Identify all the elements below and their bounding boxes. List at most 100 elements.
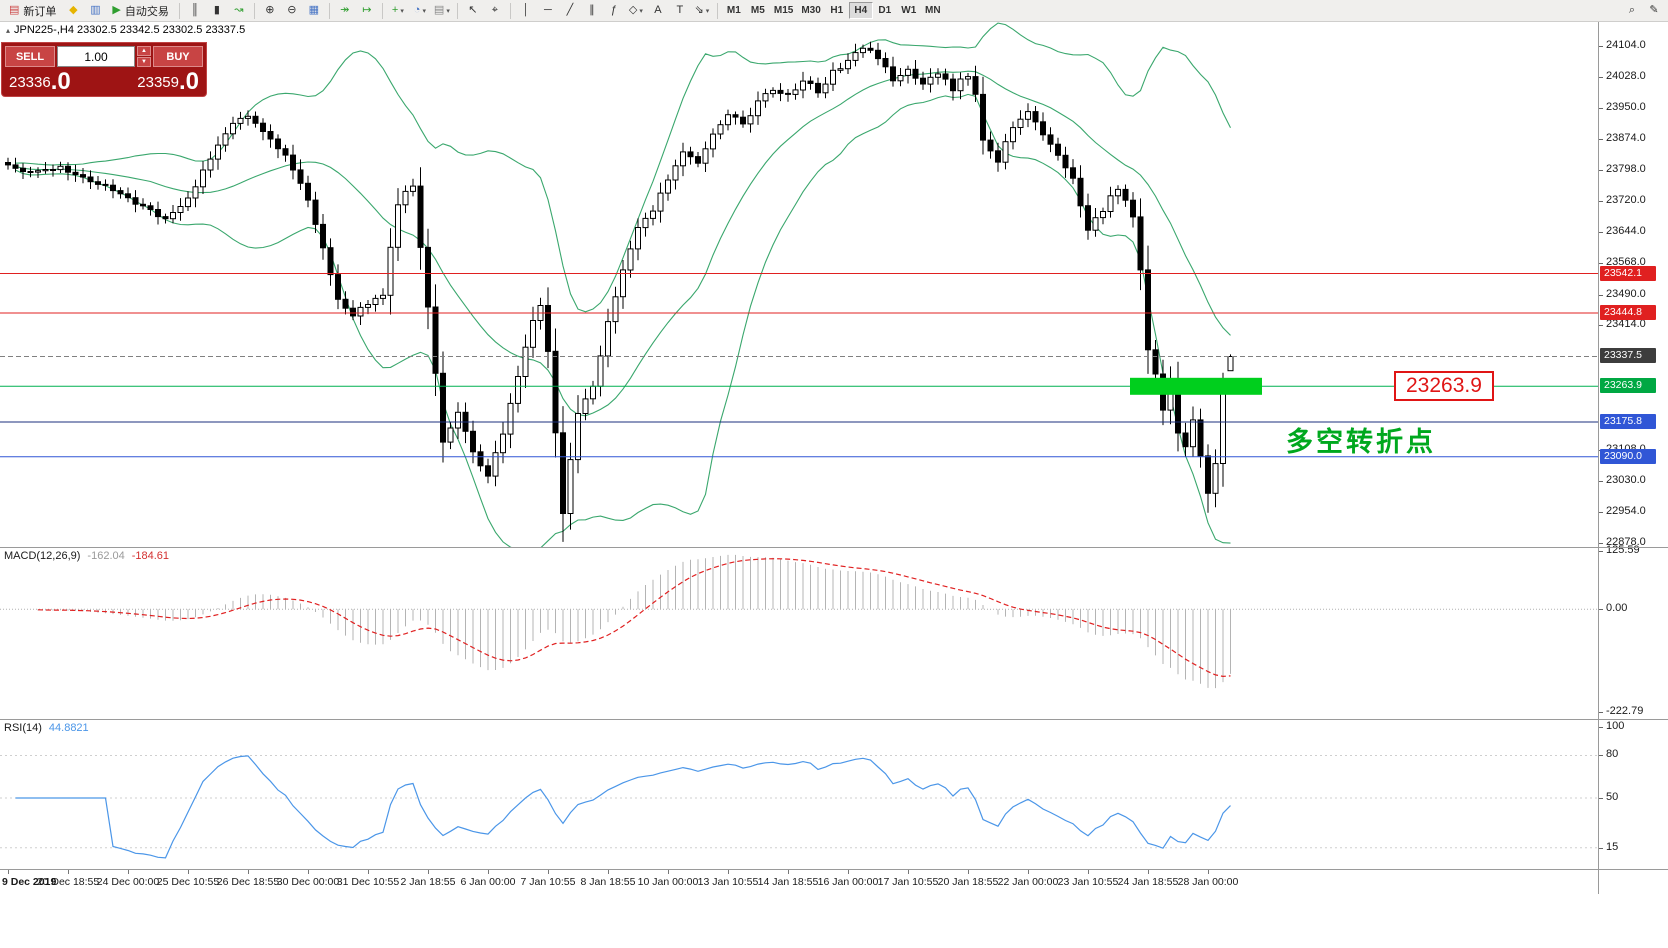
axis-tick-mark [1599, 170, 1603, 171]
arrows-dropdown-caret[interactable]: ▾ [705, 7, 710, 15]
chart-shift-button[interactable]: ↦ [356, 1, 378, 21]
time-axis-label: 8 Jan 18:55 [580, 876, 636, 888]
volume-spinner: ▲ ▼ [137, 46, 151, 67]
price-axis-value-box: 23337.5 [1600, 348, 1656, 363]
price-axis-tick-label: 23414.0 [1606, 318, 1646, 330]
volume-up-button[interactable]: ▲ [137, 46, 151, 56]
panel-separator[interactable] [0, 719, 1668, 720]
timeframe-m1-button[interactable]: M1 [726, 5, 741, 16]
price-level-tag[interactable]: 23263.9 [1394, 371, 1494, 401]
timeframe-m30-button[interactable]: M30 [801, 5, 821, 16]
search-icon: ⌕ [1628, 4, 1636, 16]
price-axis-tick-label: 23950.0 [1606, 101, 1646, 113]
auto-scroll-button[interactable]: ↠ [334, 1, 356, 21]
shapes-button[interactable]: ◇ ▾ [625, 1, 647, 21]
timeframe-d1-button[interactable]: D1 [878, 5, 892, 16]
time-tick-mark [428, 870, 429, 874]
bar-chart-button[interactable]: ║ [184, 1, 206, 21]
time-tick-mark [848, 870, 849, 874]
time-axis-label: 14 Jan 18:55 [757, 876, 819, 888]
toolbar-separator [253, 2, 255, 19]
line-chart-button[interactable]: ↝ [228, 1, 250, 21]
macd-panel[interactable]: MACD(12,26,9) -162.04 -184.61 [0, 548, 1598, 718]
timeframe-h4-button[interactable]: H4 [848, 2, 873, 19]
shapes-dropdown-caret[interactable]: ▾ [639, 7, 643, 15]
equidistant-channel-icon: ∥ [589, 4, 595, 16]
price-axis-value-box: 23090.0 [1600, 449, 1656, 464]
indicators-dropdown-caret[interactable]: ▾ [400, 7, 404, 15]
main-chart-panel[interactable]: ▴ JPN225-,H4 23302.5 23342.5 23302.5 233… [0, 21, 1598, 547]
vertical-line-button[interactable]: │ [515, 1, 537, 21]
timeframe-h1-button[interactable]: H1 [830, 5, 844, 16]
templates-dropdown-caret[interactable]: ▾ [446, 7, 450, 15]
horizontal-line-button[interactable]: ─ [537, 1, 559, 21]
text-icon: A [654, 4, 662, 16]
time-axis-label: 9 Dec 2019 [2, 876, 57, 888]
equidistant-channel-button[interactable]: ∥ [581, 1, 603, 21]
price-axis-tick-label: 100 [1606, 720, 1625, 732]
indicators-button[interactable]: + ▾ [387, 1, 409, 21]
timeframe-mn-button[interactable]: MN [925, 5, 941, 16]
axis-tick-mark [1599, 325, 1603, 326]
axis-tick-mark [1599, 512, 1603, 513]
toolbar: ▤ 新订单 ◆ ▥ ▶ 自动交易 ║ ▮ ↝ ⊕ ⊖ ▦ ↠ ↦ + ▾ ◔ ▾ ▤ ▾ ↖ ⌖ │ ─ ╱ ∥ ƒ ◇ ▾ A T ⇘ ▾ M1… [0, 0, 1668, 22]
candlestick-chart-button[interactable]: ▮ [206, 1, 228, 21]
axis-tick-mark [1599, 551, 1603, 552]
volume-down-button[interactable]: ▼ [137, 57, 151, 67]
metaeditor-button[interactable]: ◆ [62, 1, 84, 21]
quick-edit-button[interactable]: ✎ [1643, 1, 1665, 21]
symbol-ohlc-text: JPN225-,H4 23302.5 23342.5 23302.5 23337… [14, 24, 246, 36]
trendline-button[interactable]: ╱ [559, 1, 581, 21]
axis-tick-mark [1599, 481, 1603, 482]
one-click-trading-panel: SELL ▲ ▼ BUY 23336.0 23359.0 [1, 42, 207, 97]
axis-tick-mark [1599, 727, 1603, 728]
price-axis-value-box: 23542.1 [1600, 266, 1656, 281]
templates-button[interactable]: ▤ ▾ [431, 1, 453, 21]
crosshair-button[interactable]: ⌖ [484, 1, 506, 21]
volume-input[interactable] [57, 46, 135, 67]
axis-tick-mark [1599, 108, 1603, 109]
periods-button[interactable]: ◔ ▾ [409, 1, 431, 21]
price-axis-tick-label: 15 [1606, 841, 1619, 853]
zoom-out-button[interactable]: ⊖ [281, 1, 303, 21]
tile-windows-icon: ▦ [308, 4, 320, 16]
time-axis[interactable]: 9 Dec 2019 20 Dec 18:55 24 Dec 00:00 25 Dec… [0, 870, 1598, 894]
symbol-info-line: ▴ JPN225-,H4 23302.5 23342.5 23302.5 233… [6, 24, 245, 36]
rsi-value: 44.8821 [48, 722, 89, 734]
axis-tick-mark [1599, 848, 1603, 849]
cursor-button[interactable]: ↖ [462, 1, 484, 21]
text-button[interactable]: A [647, 1, 669, 21]
panel-separator[interactable] [0, 547, 1668, 548]
turning-point-label[interactable]: 多空转折点 [1286, 427, 1436, 457]
tile-windows-button[interactable]: ▦ [303, 1, 325, 21]
buy-button[interactable]: BUY [153, 46, 203, 67]
price-axis-tick-label: 80 [1606, 748, 1619, 760]
quick-edit-icon: ✎ [1649, 4, 1659, 16]
time-tick-mark [188, 870, 189, 874]
timeframe-w1-button[interactable]: W1 [901, 5, 917, 16]
arrows-icon: ⇘ [694, 4, 704, 16]
new-order-button[interactable]: ▤ 新订单 [3, 1, 62, 21]
zoom-in-button[interactable]: ⊕ [259, 1, 281, 21]
price-axis-tick-label: -222.79 [1606, 705, 1644, 717]
autotrading-button[interactable]: ▶ 自动交易 [106, 1, 174, 21]
timeframe-m5-button[interactable]: M5 [750, 5, 765, 16]
text-label-button[interactable]: T [669, 1, 691, 21]
fibonacci-button[interactable]: ƒ [603, 1, 625, 21]
axis-tick-mark [1599, 712, 1603, 713]
arrows-button[interactable]: ⇘ ▾ [691, 1, 713, 21]
timeframe-m15-button[interactable]: M15 [773, 5, 794, 16]
search-button[interactable]: ⌕ [1621, 1, 1643, 21]
periods-dropdown-caret[interactable]: ▾ [422, 7, 426, 15]
data-window-button[interactable]: ▥ [84, 1, 106, 21]
panel-separator[interactable] [0, 869, 1668, 870]
rsi-panel[interactable]: RSI(14) 44.8821 [0, 720, 1598, 869]
time-tick-mark [368, 870, 369, 874]
new-order-icon: ▤ [9, 4, 20, 16]
axis-tick-mark [1599, 295, 1603, 296]
sell-button[interactable]: SELL [5, 46, 55, 67]
rsi-label: RSI(14) 44.8821 [4, 722, 89, 734]
price-axis[interactable]: 24104.0 24028.0 23950.0 23874.0 23798.0 23720… [1598, 21, 1668, 894]
time-axis-label: 7 Jan 10:55 [520, 876, 576, 888]
candlestick-chart[interactable] [0, 21, 1598, 547]
